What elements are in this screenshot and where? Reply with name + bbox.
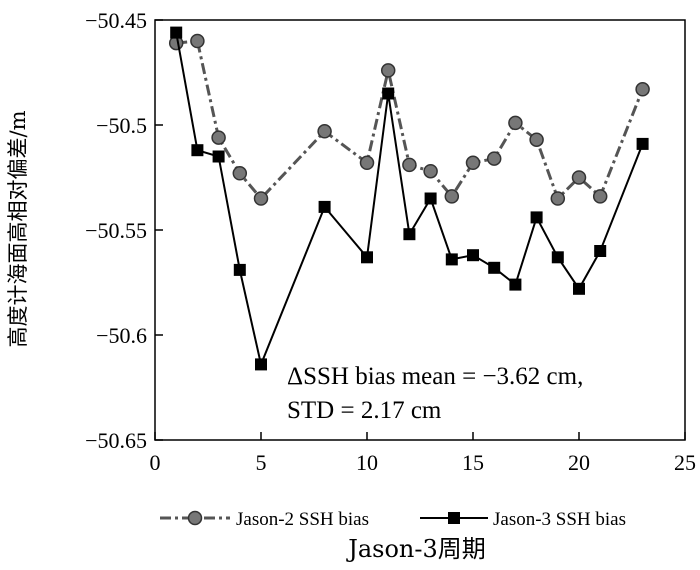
data-point-jason3 xyxy=(424,192,437,205)
data-point-jason3 xyxy=(403,228,416,241)
data-point-jason2 xyxy=(529,132,544,147)
data-point-jason3 xyxy=(509,278,522,291)
data-point-jason3 xyxy=(636,137,649,150)
data-point-jason2 xyxy=(465,155,481,171)
data-point-jason2 xyxy=(423,163,438,179)
x-tick-label: 10 xyxy=(356,450,378,475)
x-tick-label: 5 xyxy=(256,450,267,475)
data-point-jason3 xyxy=(170,26,183,39)
data-point-jason2 xyxy=(571,170,587,185)
legend-label-jason2: Jason-2 SSH bias xyxy=(236,509,369,530)
annotation-line-1: ΔSSH bias mean = −3.62 cm, xyxy=(287,363,583,390)
data-point-jason2 xyxy=(444,189,460,204)
data-point-jason3 xyxy=(594,245,607,257)
y-tick-label: −50.65 xyxy=(85,428,147,453)
y-tick-label: −50.55 xyxy=(85,218,147,243)
data-point-jason3 xyxy=(467,249,479,262)
legend-marker-jason2 xyxy=(187,510,203,526)
data-point-jason2 xyxy=(211,130,226,145)
data-point-jason3 xyxy=(361,251,373,264)
annotation-line-2: STD = 2.17 cm xyxy=(287,397,442,424)
data-point-jason2 xyxy=(635,82,650,97)
series-line-jason3 xyxy=(175,32,644,368)
y-tick-label: −50.6 xyxy=(96,323,147,348)
data-point-jason2 xyxy=(402,157,417,173)
ticks-layer: 0 5 10 15 20 25 −50.45 −50.5 −50.55 −50.6 −50.65 xyxy=(85,8,696,475)
data-point-jason3 xyxy=(382,87,395,100)
x-tick-label: 0 xyxy=(150,450,161,475)
data-point-jason2 xyxy=(190,33,205,49)
legend: Jason-2 SSH bias Jason-3 SSH bias xyxy=(160,509,626,530)
data-point-jason2 xyxy=(359,155,375,171)
data-point-jason3 xyxy=(255,358,267,371)
data-point-jason2 xyxy=(317,124,332,139)
y-tick-label: −50.5 xyxy=(96,113,147,138)
data-point-jason3 xyxy=(488,261,501,274)
data-point-jason3 xyxy=(573,282,585,295)
y-axis-title: 高度计海面高相对偏差/m xyxy=(6,110,30,347)
data-point-jason2 xyxy=(550,191,566,206)
data-point-jason2 xyxy=(380,63,396,78)
data-point-jason3 xyxy=(318,200,331,213)
data-point-jason2 xyxy=(592,189,608,204)
data-point-jason3 xyxy=(445,253,458,266)
x-tick-label: 20 xyxy=(568,450,590,475)
series-layer xyxy=(168,26,650,371)
data-point-jason2 xyxy=(232,166,248,181)
y-tick-label: −50.45 xyxy=(85,8,147,33)
data-point-jason3 xyxy=(551,251,564,264)
x-tick-label: 25 xyxy=(674,450,696,475)
legend-marker-jason3 xyxy=(448,512,460,524)
data-point-jason2 xyxy=(253,191,269,206)
data-point-jason3 xyxy=(191,144,204,157)
data-point-jason2 xyxy=(508,115,523,131)
legend-label-jason3: Jason-3 SSH bias xyxy=(493,509,626,530)
data-point-jason3 xyxy=(530,211,543,224)
data-point-jason3 xyxy=(212,150,225,163)
x-tick-label: 15 xyxy=(462,450,484,475)
x-axis-title: Jason-3周期 xyxy=(345,535,486,563)
data-point-jason2 xyxy=(486,151,502,166)
data-point-jason3 xyxy=(233,263,246,276)
